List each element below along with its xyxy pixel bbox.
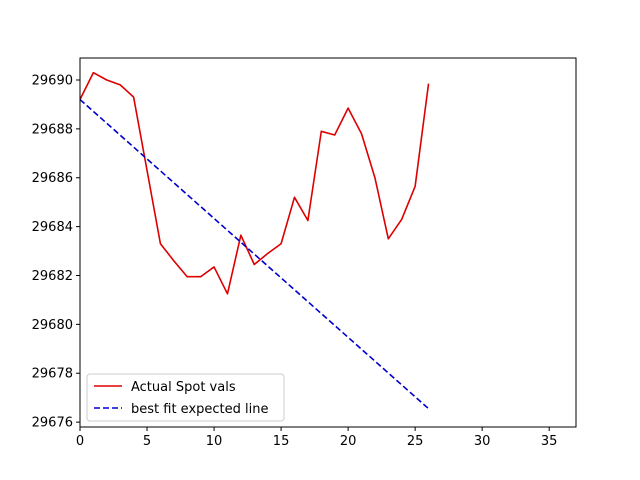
x-tick-label: 30 <box>474 434 491 449</box>
plot-area <box>80 58 576 427</box>
x-tick-label: 10 <box>206 434 223 449</box>
y-axis: 29676 29678 29680 29682 29684 29686 29688 29690 <box>32 73 80 431</box>
x-tick-label: 35 <box>541 434 558 449</box>
series-layer <box>79 71 430 410</box>
x-tick-label: 0 <box>76 434 84 449</box>
x-tick-label: 20 <box>340 434 357 449</box>
y-tick-label: 29684 <box>32 220 73 235</box>
series-line-actual-spot <box>79 71 430 295</box>
x-tick-label: 15 <box>273 434 290 449</box>
legend-label-best-fit: best fit expected line <box>131 402 268 417</box>
y-tick-label: 29680 <box>32 318 73 333</box>
series-line-best-fit <box>79 98 430 410</box>
plot-frame <box>79 57 577 428</box>
y-tick-label: 29682 <box>32 269 73 284</box>
x-tick-label: 5 <box>143 434 151 449</box>
x-axis: 0 5 10 15 20 25 30 35 <box>76 427 558 449</box>
legend-box <box>86 373 285 422</box>
y-tick-label: 29690 <box>32 73 73 88</box>
y-tick-label: 29688 <box>32 122 73 137</box>
legend: Actual Spot vals best fit expected line <box>86 373 285 422</box>
y-tick-label: 29678 <box>32 367 73 382</box>
legend-label-actual: Actual Spot vals <box>131 380 236 395</box>
x-tick-label: 25 <box>407 434 424 449</box>
y-tick-label: 29676 <box>32 416 73 431</box>
y-tick-label: 29686 <box>32 171 73 186</box>
